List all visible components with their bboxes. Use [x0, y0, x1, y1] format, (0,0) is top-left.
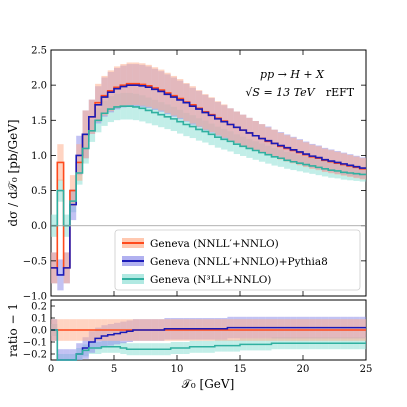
- ratio-y-tick-label: 0.0: [31, 326, 47, 337]
- x-tick-label: 0: [48, 364, 54, 375]
- scheme-annotation: rEFT: [326, 86, 355, 99]
- legend: Geneva (NNLL′+NNLO) Geneva (NNLL′+NNLO)+P…: [114, 229, 361, 291]
- ratio-y-tick-label: 0.2: [31, 302, 47, 313]
- main-y-tick-label: 2.5: [31, 46, 47, 57]
- main-y-axis-label: dσ / d𝒯₀ [pb/GeV]: [6, 119, 20, 226]
- x-tick-label: 5: [111, 364, 117, 375]
- ratio-band-segment: [76, 343, 83, 360]
- x-tick-label: 25: [360, 364, 373, 375]
- x-ticks: 0 5 10 15 20 25: [48, 50, 373, 375]
- legend-box: [114, 229, 361, 291]
- main-y-tick-label: 1.5: [31, 116, 47, 127]
- ratio-band-segment: [69, 349, 77, 360]
- energy-annotation: √S = 13 TeV: [245, 86, 315, 99]
- x-axis-label: 𝒯₀ [GeV]: [182, 377, 235, 391]
- x-tick-label: 15: [234, 364, 247, 375]
- main-y-tick-label: −0.5: [23, 256, 47, 267]
- main-y-tick-label: 0.5: [31, 186, 47, 197]
- ratio-series-lines: [51, 326, 366, 361]
- legend-label: Geneva (NNLL′+NNLO): [150, 238, 279, 250]
- ratio-series-line: [51, 329, 366, 361]
- ratio-y-tick-label: 0.1: [31, 314, 47, 325]
- legend-label: Geneva (NNLL′+NNLO)+Pythia8: [150, 256, 328, 268]
- ratio-y-tick-label: −0.2: [23, 350, 47, 361]
- ratio-band-segment: [63, 349, 70, 360]
- main-series-lines: [51, 82, 366, 276]
- main-y-tick-label: 0.0: [31, 221, 47, 232]
- series-line: [51, 105, 366, 227]
- x-tick-label: 20: [297, 364, 310, 375]
- ratio-y-ticks: −0.2−0.10.00.10.2: [23, 302, 55, 361]
- main-y-tick-label: 2.0: [31, 81, 47, 92]
- ratio-y-tick-label: −0.1: [23, 338, 47, 349]
- main-y-tick-label: −1.0: [23, 292, 47, 303]
- ratio-y-axis-label: ratio − 1: [6, 303, 20, 357]
- main-panel: −1.0 −0.5 0.0 0.5 1.0 1.5 2.0 2.5 pp → H + X √S…: [6, 46, 367, 303]
- ratio-series-line: [51, 326, 366, 361]
- ratio-panel: −0.2−0.10.00.10.2 0 5 10 15 20 25 ratio − 1 𝒯…: [6, 50, 372, 391]
- process-annotation: pp → H + X: [260, 68, 325, 81]
- main-y-tick-label: 1.0: [31, 151, 47, 162]
- x-tick-label: 10: [171, 364, 184, 375]
- series-line: [51, 84, 366, 276]
- legend-label: Geneva (N³LL+NNLO): [150, 274, 271, 286]
- ratio-band-segment: [57, 349, 64, 360]
